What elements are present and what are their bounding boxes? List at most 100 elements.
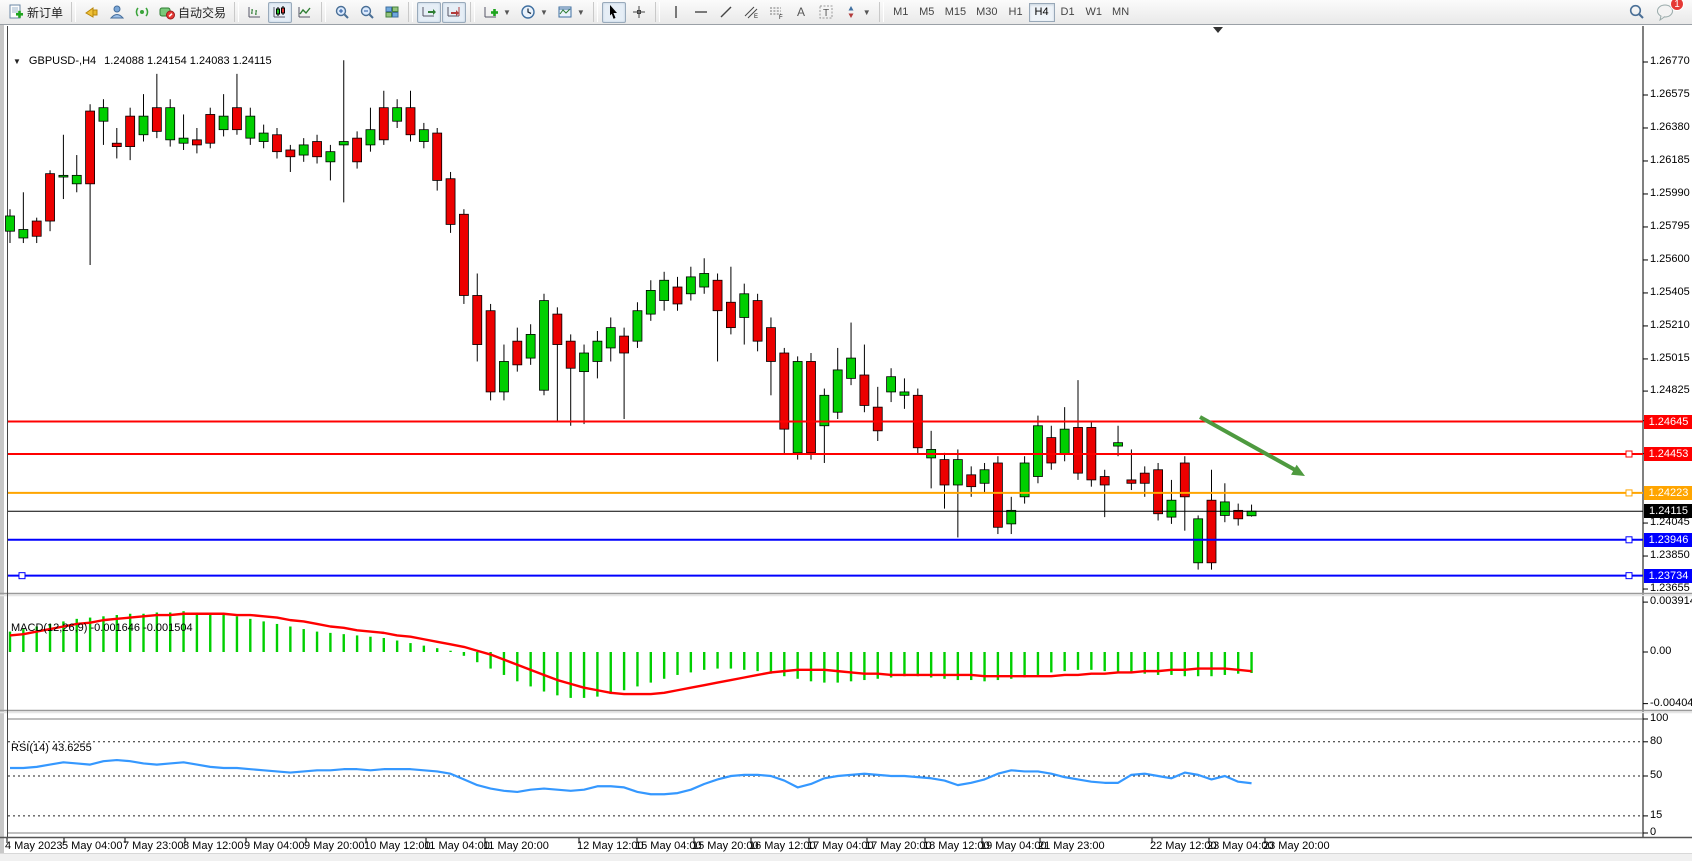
macd-tick: 0.00 — [1650, 645, 1672, 657]
chart-shift-button[interactable] — [442, 1, 467, 23]
candle — [458, 213, 469, 296]
templates-button[interactable]: ▼ — [553, 2, 589, 23]
crosshair-icon — [631, 4, 647, 20]
line-chart-button[interactable] — [293, 2, 317, 23]
hline-object[interactable] — [8, 489, 1643, 497]
candle — [1046, 437, 1057, 464]
toolbar-separator — [592, 2, 598, 22]
candle — [1166, 499, 1177, 518]
new-order-button[interactable]: 新订单 — [4, 2, 67, 23]
candle — [1099, 476, 1110, 486]
zoom-out-button[interactable] — [355, 2, 379, 23]
horizontal-line-tool-button[interactable] — [689, 2, 713, 23]
autotrading-button[interactable]: 自动交易 — [155, 2, 230, 23]
broadcast-icon — [134, 4, 150, 20]
candle — [392, 107, 403, 122]
zoom-in-button[interactable] — [330, 2, 354, 23]
autotrading-icon — [159, 4, 176, 20]
text-label-tool-button[interactable]: T — [814, 2, 838, 23]
arrows-tool-button[interactable]: ▼ — [839, 2, 875, 23]
timeframe-d1-button[interactable]: D1 — [1060, 6, 1075, 18]
rsi-line — [10, 758, 1252, 796]
hline-object[interactable] — [8, 572, 1643, 580]
rsi-tick: 80 — [1650, 734, 1663, 747]
clock-icon — [520, 4, 536, 20]
hline-object[interactable] — [8, 536, 1643, 544]
timeframe-m1-button[interactable]: M1 — [893, 6, 909, 18]
toolbar-separator — [470, 2, 476, 22]
timeframe-m5-button[interactable]: M5 — [919, 6, 935, 18]
equidistant-channel-icon: E — [743, 4, 759, 20]
timeframe-m30-button[interactable]: M30 — [976, 6, 998, 18]
autoscroll-button[interactable] — [417, 1, 442, 23]
search-icon[interactable] — [1628, 3, 1646, 21]
date-tick: 10 May 12:00 — [364, 840, 431, 852]
profile-icon — [109, 4, 125, 20]
price-tick: 1.25600 — [1650, 252, 1690, 265]
toolbar-separator — [321, 2, 327, 22]
trendline-tool-button[interactable] — [714, 2, 738, 23]
channel-tool-button[interactable]: E — [739, 2, 763, 23]
collapse-triangle-icon[interactable]: ▼ — [13, 56, 21, 66]
text-tool-button[interactable]: A — [789, 2, 813, 23]
toolbar-separator — [878, 2, 884, 22]
autoscroll-icon — [421, 4, 437, 20]
price-tick: 1.26185 — [1650, 153, 1690, 166]
hline-object[interactable] — [8, 450, 1643, 458]
candle — [512, 340, 523, 366]
vertical-line-tool-button[interactable] — [664, 2, 688, 23]
templates-icon — [557, 4, 573, 20]
candle — [245, 115, 256, 139]
timeframe-w1-button[interactable]: W1 — [1085, 6, 1103, 18]
rsi-tick: 100 — [1650, 712, 1669, 724]
candle — [966, 474, 977, 488]
timeframe-mn-button[interactable]: MN — [1112, 6, 1130, 18]
candle — [312, 141, 322, 158]
fibonacci-tool-button[interactable]: F — [764, 2, 788, 23]
candle — [205, 114, 216, 144]
indicators-button[interactable]: ▼ — [479, 2, 515, 23]
market-watch-button[interactable] — [80, 2, 104, 23]
svg-text:A: A — [797, 5, 805, 19]
profile-button[interactable] — [105, 2, 129, 23]
line-handle — [1625, 489, 1633, 497]
candle — [819, 394, 830, 427]
candle — [151, 107, 162, 132]
candle — [58, 174, 69, 178]
fibonacci-icon: F — [768, 4, 784, 20]
timeframe-h1-button[interactable]: H1 — [1008, 6, 1023, 18]
main-toolbar: 新订单 自动交易 ▼ ▼ — [0, 0, 1692, 25]
candle — [432, 132, 443, 181]
price-tick: 1.25015 — [1650, 351, 1690, 364]
price-line-label: 1.24223 — [1644, 485, 1692, 500]
crosshair-tool-button[interactable] — [627, 2, 651, 23]
price-tick: 1.26770 — [1650, 55, 1690, 67]
arrow-object[interactable] — [1199, 415, 1305, 476]
cursor-icon — [606, 4, 622, 20]
timeframe-m15-button[interactable]: M15 — [944, 6, 967, 18]
macd-tick: -0.004049 — [1650, 696, 1692, 709]
price-tick: 1.26380 — [1650, 120, 1690, 133]
price-tick: 1.24825 — [1650, 384, 1690, 397]
candle — [605, 327, 616, 349]
signal-button[interactable] — [130, 2, 154, 23]
svg-text:T: T — [823, 8, 829, 19]
periods-button[interactable]: ▼ — [516, 2, 552, 23]
chart-title: ▼ GBPUSD-,H4 1.24088 1.24154 1.24083 1.2… — [13, 55, 272, 67]
notifications-button[interactable]: 1 — [1656, 0, 1684, 21]
tile-windows-button[interactable] — [380, 2, 404, 23]
text-label-icon: T — [818, 4, 834, 20]
timeframe-h4-button[interactable]: H4 — [1028, 2, 1055, 22]
candle — [886, 376, 896, 393]
bar-chart-button[interactable] — [243, 2, 267, 23]
candlestick-chart-button[interactable] — [268, 1, 293, 23]
candle — [1193, 518, 1204, 564]
price-line-label: 1.24645 — [1644, 414, 1692, 429]
candle — [472, 295, 483, 345]
chevron-down-icon: ▼ — [503, 7, 511, 17]
ohlc-values: 1.24088 1.24154 1.24083 1.24115 — [104, 55, 272, 67]
cursor-tool-button[interactable] — [601, 1, 626, 23]
date-tick: 9 May 04:00 — [244, 840, 305, 852]
toolbar-separator — [654, 2, 660, 22]
